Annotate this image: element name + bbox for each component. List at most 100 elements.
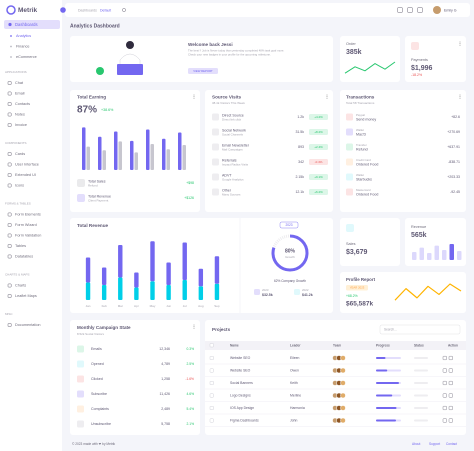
card-title: Projects [212, 327, 231, 332]
menu-item[interactable]: Leaflet Maps [15, 294, 37, 298]
label: Google Analytics [222, 177, 244, 181]
menu-dot[interactable] [459, 43, 461, 45]
menu-item[interactable]: Cards [15, 152, 25, 156]
progress-bar [376, 357, 386, 359]
label: Mastercard [356, 188, 371, 192]
menu-item[interactable]: Extended UI [15, 173, 36, 177]
table-header [205, 341, 466, 350]
bar [182, 242, 187, 280]
badge [309, 129, 328, 135]
label: Clicked [91, 377, 103, 381]
menu-item[interactable]: Tables [15, 244, 26, 248]
menu-dot[interactable] [459, 41, 461, 43]
label: Paypal [356, 113, 365, 117]
menu-dot[interactable] [459, 96, 461, 98]
label: Transfer [356, 143, 367, 147]
label: Wallet [356, 173, 364, 177]
user-name[interactable]: Emily G [444, 8, 457, 12]
menu-dot[interactable] [193, 327, 195, 329]
breadcrumb[interactable]: Default [100, 8, 111, 12]
label: 4,789 [161, 362, 170, 366]
column-header: Team [333, 344, 341, 348]
progress-bar [376, 419, 396, 422]
menu-item[interactable]: Finance [16, 45, 30, 49]
breadcrumb[interactable]: Dashboards [78, 8, 97, 12]
search-placeholder[interactable]: Search... [384, 328, 397, 332]
menu-item[interactable]: User Interface [15, 163, 39, 167]
bar [214, 256, 220, 284]
footer-link[interactable]: Support [429, 442, 440, 446]
menu-item[interactable]: Documentation [15, 323, 41, 327]
section-title: APPLICATIONS [5, 70, 27, 74]
menu-item[interactable]: Invoice [15, 123, 27, 127]
change: 0.3% [186, 347, 194, 351]
icon [77, 194, 85, 202]
menu-item[interactable]: Charts [15, 284, 26, 288]
stat-value: $3,679 [346, 249, 368, 256]
label: Credit Card [356, 158, 371, 162]
subtitle: Total 58 Transactions [346, 101, 375, 105]
status-track [414, 382, 428, 384]
change: +9.1% [314, 175, 323, 179]
menu-icon [7, 212, 12, 217]
footer-link[interactable]: About [412, 442, 420, 446]
avatar[interactable] [433, 6, 441, 14]
menu-item[interactable]: Dashboards [15, 22, 38, 27]
menu-item[interactable]: Form Elements [15, 213, 41, 217]
bar [178, 132, 182, 170]
menu-dot[interactable] [193, 97, 195, 99]
icon [77, 360, 84, 368]
amount: -838.71 [448, 160, 460, 164]
menu-icon [7, 223, 12, 227]
dropdown-label[interactable]: 2023 [285, 223, 292, 227]
label: 2023 [262, 288, 269, 292]
menu-dot[interactable] [459, 44, 461, 46]
menu-item[interactable]: eCommerce [16, 55, 37, 59]
label: Ordered Food [356, 192, 378, 196]
menu-item[interactable]: Notes [15, 113, 25, 117]
label: Eileen [290, 356, 300, 360]
gauge-value [271, 234, 309, 272]
label: Wallet [356, 128, 364, 132]
bar [86, 146, 90, 170]
menu-icon [7, 254, 12, 259]
menu-dot[interactable] [326, 96, 328, 98]
label: 31.5k [295, 130, 304, 134]
menu-item[interactable]: Datatables [15, 255, 33, 259]
menu-item[interactable]: Icons [15, 184, 24, 188]
menu-dot[interactable] [193, 324, 195, 326]
column-header: Progress [376, 344, 390, 348]
button-label[interactable]: VIEW REPORT [193, 69, 213, 73]
menu-dot[interactable] [459, 94, 461, 96]
sidebar [0, 0, 62, 451]
label: Website SEO [230, 368, 251, 372]
menu-item[interactable]: Contacts [15, 102, 30, 106]
amount: +637.91 [447, 145, 460, 149]
label: 1.2k [297, 115, 304, 119]
menu-dot[interactable] [193, 96, 195, 98]
menu-dot[interactable] [326, 94, 328, 96]
menu-dot[interactable] [193, 94, 195, 96]
menu-dot[interactable] [193, 326, 195, 328]
bar [134, 287, 139, 300]
footer-link[interactable]: Contact [446, 442, 457, 446]
collapse-toggle[interactable] [60, 7, 66, 13]
toolbar-icon [397, 7, 403, 13]
menu-item[interactable]: Analytics [16, 34, 31, 38]
note: 62% Company Growth [274, 279, 306, 283]
bar [412, 252, 417, 260]
menu-icon [7, 123, 12, 127]
menu-item[interactable]: Chat [15, 81, 24, 85]
icon [346, 173, 353, 181]
menu-item[interactable]: Form Wizard [15, 223, 37, 227]
search-icon[interactable] [122, 8, 126, 12]
menu-item[interactable]: Email [15, 92, 25, 96]
illustration-head [126, 41, 134, 49]
change: +8.2% [314, 130, 323, 134]
menu-dot[interactable] [459, 97, 461, 99]
menu-item[interactable]: Form Validation [15, 234, 41, 238]
amount: -92.45 [450, 190, 460, 194]
menu-dot[interactable] [326, 97, 328, 99]
icon [77, 420, 84, 428]
